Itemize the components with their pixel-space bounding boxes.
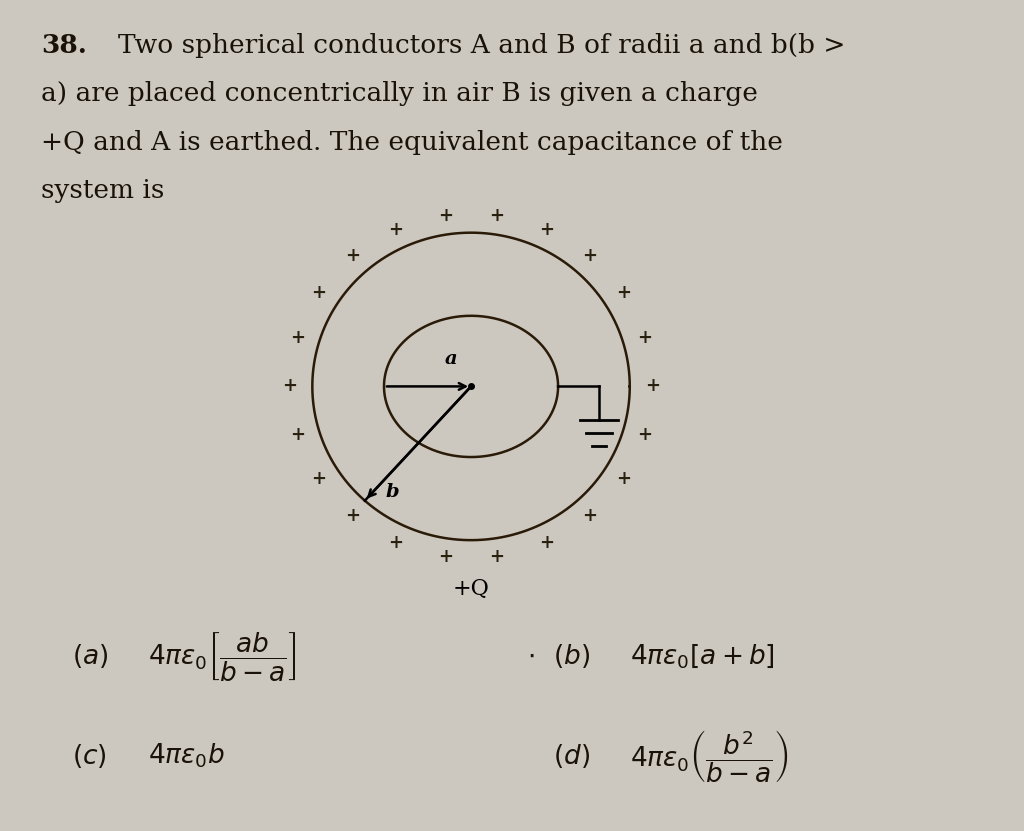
Text: +: + [311,470,326,489]
Text: +: + [616,284,631,302]
Text: $(d)$: $(d)$ [553,742,590,770]
Text: +: + [388,534,403,552]
Text: $(b)$: $(b)$ [553,642,590,671]
Text: $4\pi\varepsilon_0 b$: $4\pi\varepsilon_0 b$ [148,742,225,770]
Text: +: + [645,377,659,396]
Text: +: + [437,207,453,225]
Text: +: + [539,221,554,239]
Text: +: + [345,248,359,265]
Text: +: + [638,425,652,444]
Text: +: + [283,377,297,396]
Text: +: + [616,470,631,489]
Text: $4\pi\varepsilon_0\left[a+b\right]$: $4\pi\varepsilon_0\left[a+b\right]$ [630,642,775,671]
Text: $(c)$: $(c)$ [72,742,106,770]
Text: +Q and A is earthed. The equivalent capacitance of the: +Q and A is earthed. The equivalent capa… [41,130,782,155]
Text: +: + [583,248,597,265]
Text: +: + [539,534,554,552]
Text: +: + [489,207,505,225]
Text: +: + [638,329,652,347]
Text: b: b [385,484,399,501]
Text: Two spherical conductors A and B of radii a and b(b >: Two spherical conductors A and B of radi… [118,33,845,58]
Text: +: + [345,508,359,525]
Text: a: a [444,350,457,368]
Text: $4\pi\varepsilon_0\left(\dfrac{b^2}{b-a}\right)$: $4\pi\varepsilon_0\left(\dfrac{b^2}{b-a}… [630,728,787,784]
Text: $\cdot$: $\cdot$ [527,644,535,669]
Text: $4\pi\varepsilon_0\left[\dfrac{ab}{b-a}\right]$: $4\pi\varepsilon_0\left[\dfrac{ab}{b-a}\… [148,630,297,683]
Text: +: + [437,548,453,566]
Text: a) are placed concentrically in air B is given a charge: a) are placed concentrically in air B is… [41,81,758,106]
Text: +Q: +Q [453,578,489,599]
Text: system is: system is [41,178,164,203]
Text: 38.: 38. [41,33,87,58]
Text: +: + [388,221,403,239]
Text: +: + [290,329,304,347]
Text: $(a)$: $(a)$ [72,642,109,671]
Text: +: + [311,284,326,302]
Text: +: + [583,508,597,525]
Text: +: + [290,425,304,444]
Text: +: + [489,548,505,566]
